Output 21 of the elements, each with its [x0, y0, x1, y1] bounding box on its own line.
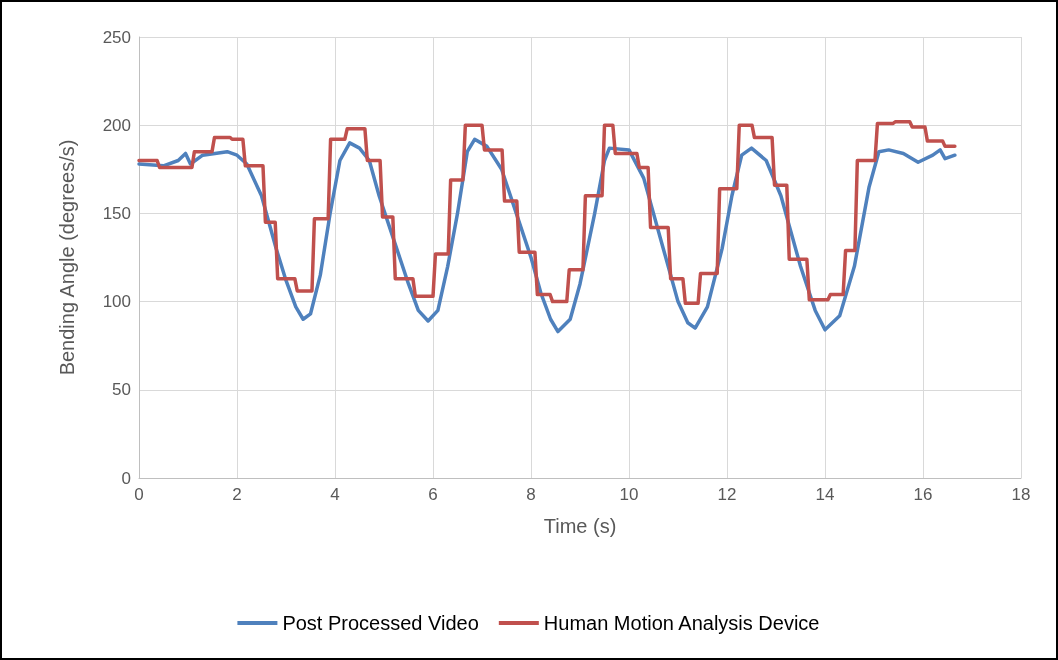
- x-tick-label: 10: [619, 485, 639, 504]
- y-tick-label: 150: [102, 203, 131, 223]
- y-tick-label: 100: [102, 292, 131, 312]
- y-axis-title: Bending Angle (degrees/s): [56, 139, 78, 376]
- line-series: [137, 119, 957, 306]
- y-tick-label: 50: [112, 380, 131, 400]
- y-tick-label: 0: [121, 468, 131, 488]
- x-tick-label: 8: [526, 485, 536, 504]
- legend-label: Human Motion Analysis Device: [543, 612, 820, 634]
- x-tick-label: 2: [232, 485, 242, 504]
- x-tick-label: 14: [815, 485, 835, 504]
- x-tick-label: 4: [330, 485, 340, 504]
- x-tick-label: 16: [913, 485, 933, 504]
- y-tick-label: 250: [102, 27, 131, 47]
- x-tick-label: 0: [134, 485, 144, 504]
- x-axis-title: Time (s): [543, 515, 617, 537]
- x-tick-label: 6: [428, 485, 438, 504]
- legend-label: Post Processed Video: [282, 612, 479, 634]
- x-tick-label: 18: [1011, 485, 1031, 504]
- x-tick-label: 12: [717, 485, 737, 504]
- y-tick-label: 200: [102, 115, 131, 135]
